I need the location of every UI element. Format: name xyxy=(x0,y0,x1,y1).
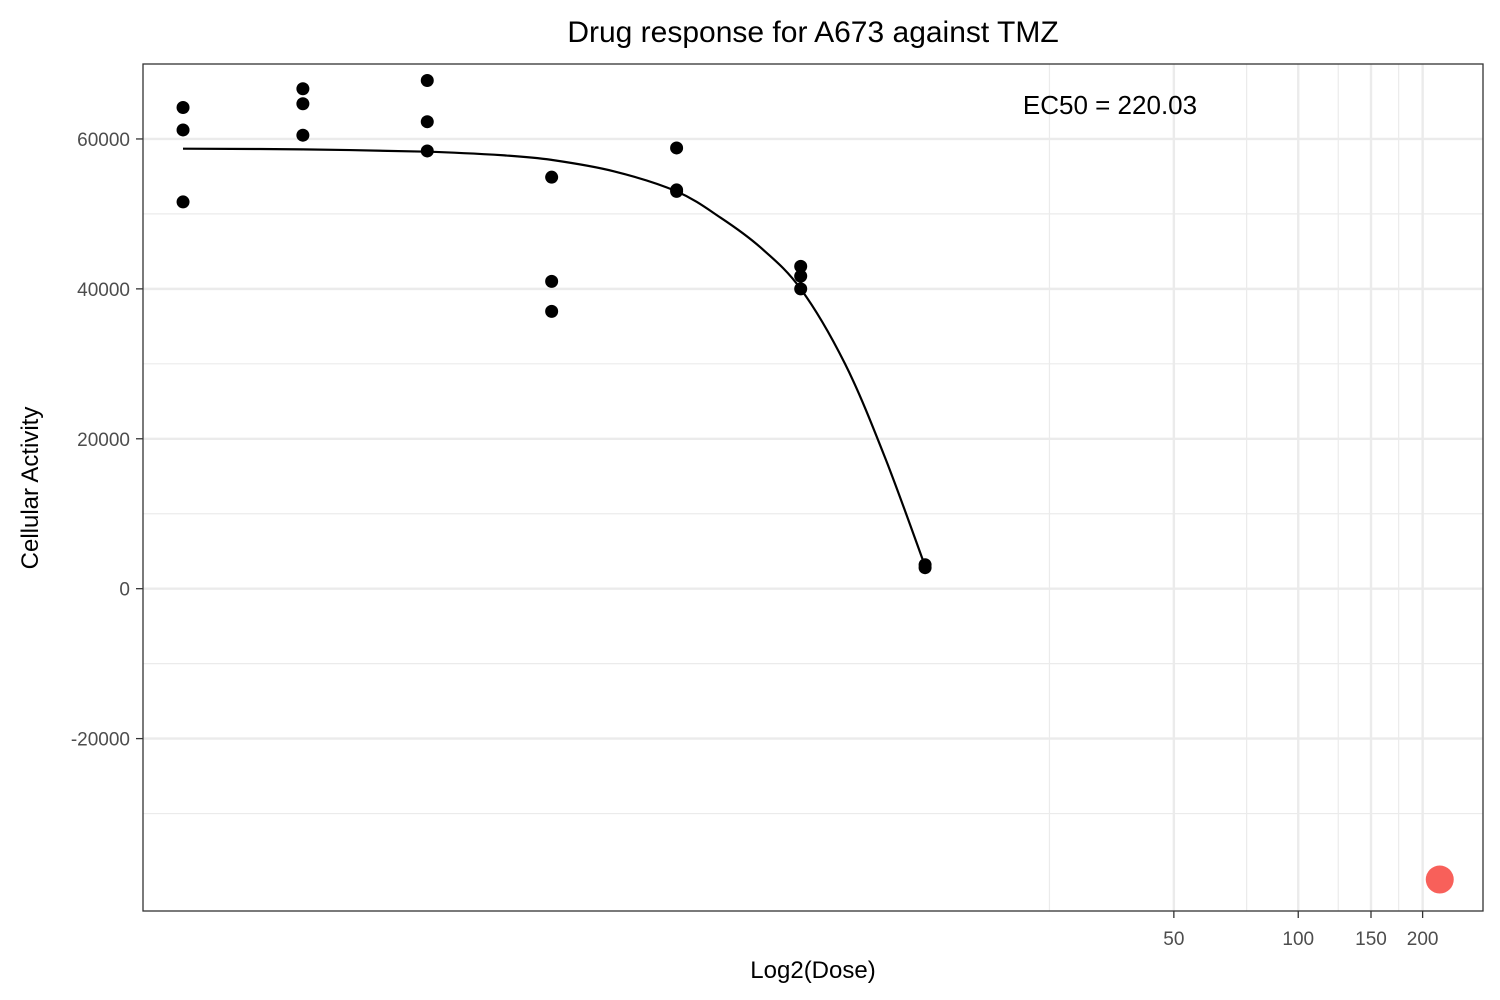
data-point xyxy=(545,170,559,184)
x-tick-label: 50 xyxy=(1163,929,1184,950)
data-point xyxy=(176,100,190,114)
data-point xyxy=(296,128,310,142)
x-tick-label: 200 xyxy=(1407,929,1439,950)
data-point xyxy=(918,561,932,575)
data-point xyxy=(794,259,808,273)
x-tick-label: 100 xyxy=(1282,929,1314,950)
y-tick-label: 20000 xyxy=(77,430,130,451)
data-point xyxy=(670,141,684,155)
x-axis-ticks: 50 100 150 200 xyxy=(1163,911,1438,950)
data-point xyxy=(420,115,434,129)
ec50-annotation: EC50 = 220.03 xyxy=(1023,90,1197,120)
ec50-marker-group xyxy=(1425,865,1454,894)
y-tick-label: 60000 xyxy=(77,130,130,151)
panel-border xyxy=(142,63,1484,912)
y-axis-ticks: -20000 0 20000 40000 60000 xyxy=(71,130,143,751)
y-axis-title: Cellular Activity xyxy=(17,407,44,570)
data-point xyxy=(176,123,190,137)
data-point xyxy=(296,97,310,111)
data-point xyxy=(420,144,434,158)
y-tick-label: -20000 xyxy=(71,730,130,751)
ec50-point xyxy=(1425,865,1454,894)
data-point xyxy=(545,304,559,318)
major-grid xyxy=(143,64,1483,911)
data-point xyxy=(794,269,808,283)
data-point xyxy=(794,282,808,296)
data-point xyxy=(670,184,684,198)
chart-title: Drug response for A673 against TMZ xyxy=(567,16,1058,49)
data-point xyxy=(176,195,190,209)
panel-background xyxy=(143,64,1483,911)
x-tick-label: 150 xyxy=(1355,929,1387,950)
y-tick-label: 40000 xyxy=(77,280,130,301)
x-axis-title: Log2(Dose) xyxy=(750,957,875,984)
data-point xyxy=(545,274,559,288)
y-tick-label: 0 xyxy=(119,580,130,601)
minor-grid xyxy=(143,64,1483,911)
data-point xyxy=(420,73,434,87)
data-point xyxy=(296,82,310,96)
data-points xyxy=(176,73,932,575)
